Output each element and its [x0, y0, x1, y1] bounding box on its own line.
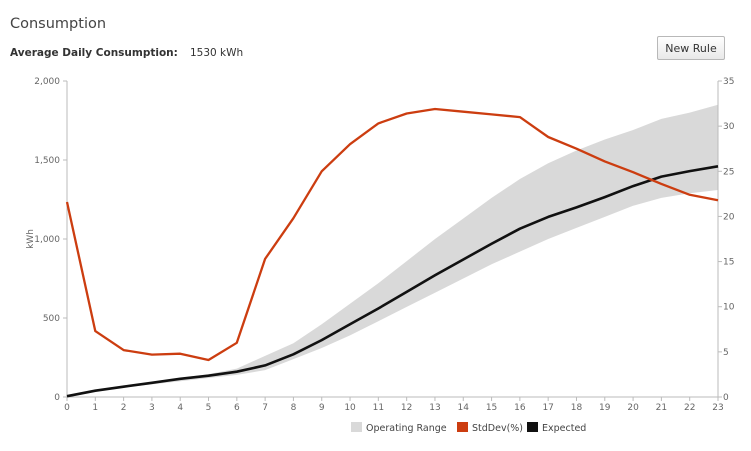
y-tick-label: 500: [43, 314, 60, 324]
x-tick-label: 23: [712, 403, 723, 413]
y-tick-label: 2,000: [34, 77, 60, 87]
x-tick-label: 18: [571, 403, 583, 413]
x-tick-label: 19: [599, 403, 611, 413]
x-tick-label: 0: [64, 403, 70, 413]
series-lines: [65, 107, 719, 398]
y-tick-label: 0: [54, 393, 60, 403]
y-tick-label: 1,000: [34, 235, 60, 245]
x-tick-label: 4: [177, 403, 183, 413]
new-rule-button[interactable]: New Rule: [657, 36, 725, 60]
y2-tick-label: 10: [723, 303, 735, 313]
x-tick-label: 13: [429, 403, 440, 413]
x-tick-label: 15: [486, 403, 497, 413]
stddev-line: [65, 107, 719, 362]
legend-swatch: [351, 422, 362, 432]
x-tick-label: 21: [656, 403, 667, 413]
y2-tick-label: 25: [723, 167, 734, 177]
y-tick-label: 1,500: [34, 156, 60, 166]
x-tick-label: 9: [319, 403, 325, 413]
x-tick-label: 6: [234, 403, 240, 413]
x-tick-label: 12: [401, 403, 412, 413]
avg-consumption-label: Average Daily Consumption:: [10, 47, 178, 59]
x-tick-label: 8: [291, 403, 297, 413]
x-tick-label: 5: [206, 403, 212, 413]
x-tick-label: 20: [627, 403, 639, 413]
legend-label: Expected: [542, 423, 586, 434]
avg-consumption-value: 1530 kWh: [190, 47, 244, 59]
operating-range-area: [67, 104, 718, 397]
y2-tick-label: 15: [723, 258, 734, 268]
x-tick-label: 1: [92, 403, 98, 413]
y2-tick-label: 20: [723, 212, 735, 222]
x-tick-label: 11: [373, 403, 384, 413]
x-tick-label: 3: [149, 403, 155, 413]
y2-tick-label: 30: [723, 122, 735, 132]
operating-range-layer: [67, 104, 718, 397]
x-tick-label: 14: [458, 403, 470, 413]
x-tick-label: 10: [344, 403, 356, 413]
y2-tick-label: 0: [723, 393, 729, 403]
legend-swatch: [457, 422, 468, 432]
legend-swatch: [527, 422, 538, 432]
y2-tick-label: 5: [723, 348, 729, 358]
legend-label: Operating Range: [366, 423, 447, 434]
y-axis-title: kWh: [26, 229, 36, 249]
x-tick-label: 2: [121, 403, 127, 413]
chart-legend: Operating Range StdDev(%) Expected: [351, 422, 586, 434]
page-title: Consumption: [10, 16, 107, 32]
x-tick-label: 7: [262, 403, 268, 413]
x-tick-label: 16: [514, 403, 526, 413]
expected-line: [66, 165, 719, 398]
x-tick-label: 17: [542, 403, 553, 413]
y2-tick-label: 35: [723, 77, 734, 87]
x-tick-label: 22: [684, 403, 695, 413]
legend-label: StdDev(%): [472, 423, 523, 434]
